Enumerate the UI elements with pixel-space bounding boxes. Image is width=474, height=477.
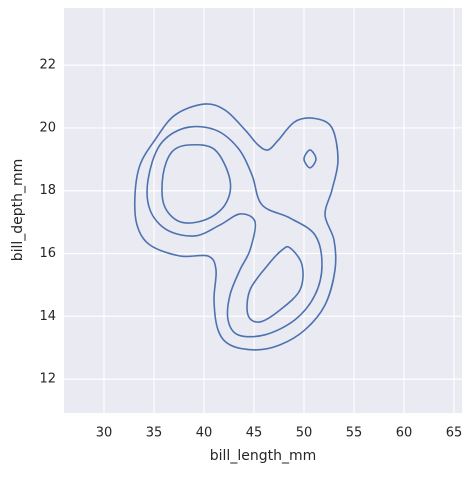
x-tick-label: 40: [196, 426, 213, 441]
density-contour: [146, 125, 323, 338]
y-tick-label: 12: [39, 372, 56, 387]
x-tick-label: 55: [346, 426, 363, 441]
y-tick-label: 16: [39, 246, 56, 261]
y-tick-label: 18: [39, 183, 56, 198]
y-tick-label: 20: [39, 120, 56, 135]
density-contour: [161, 143, 232, 224]
x-tick-label: 60: [396, 426, 413, 441]
x-tick-label: 45: [246, 426, 263, 441]
x-axis-label: bill_length_mm: [210, 448, 316, 464]
x-tick-label: 65: [446, 426, 463, 441]
density-contour: [303, 149, 317, 169]
y-tick-label: 22: [39, 58, 56, 73]
plot-area: [64, 8, 462, 413]
y-axis-label: bill_depth_mm: [10, 159, 26, 262]
x-tick-label: 50: [296, 426, 313, 441]
density-contour: [246, 245, 304, 323]
x-tick-label: 30: [96, 426, 113, 441]
y-tick-label: 14: [39, 309, 56, 324]
x-tick-label: 35: [146, 426, 163, 441]
density-contour: [133, 103, 339, 351]
